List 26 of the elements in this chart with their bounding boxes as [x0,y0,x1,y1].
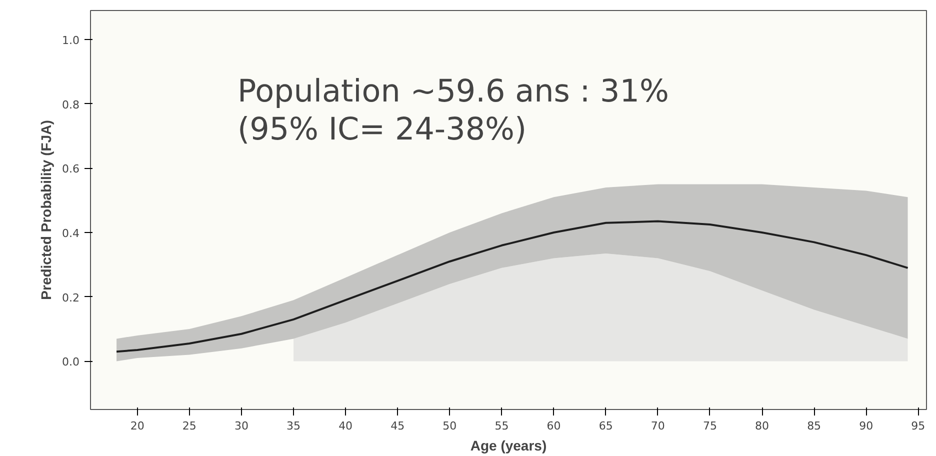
x-tick-label: 30 [234,420,248,432]
y-tick-label: 1.0 [62,34,80,47]
y-tick-label: 0.8 [62,98,80,112]
x-tick-label: 80 [755,420,770,432]
x-tick-label: 70 [650,420,665,432]
x-axis-title: Age (years) [470,438,547,454]
x-tick-label: 55 [494,420,509,432]
x-tick-label: 50 [442,420,457,432]
x-tick-label: 60 [546,420,561,432]
y-tick-label: 0.0 [62,356,80,369]
x-tick-label: 45 [390,420,405,432]
x-tick-label: 20 [130,420,144,432]
y-axis-title: Predicted Probability (FJA) [38,120,54,300]
x-tick-label: 85 [807,420,822,432]
y-tick-label: 0.6 [62,162,80,176]
x-tick-label: 65 [598,420,613,432]
x-tick-label: 95 [911,420,926,432]
x-tick-label: 35 [286,420,301,432]
x-tick-label: 75 [702,420,717,432]
x-tick-label: 40 [338,420,353,432]
y-tick-label: 0.4 [62,227,80,240]
x-tick-label: 25 [182,420,196,432]
y-tick-label: 0.2 [62,291,80,304]
annotation: Population ~59.6 ans : 31% (95% IC= 24-38%) [238,74,669,148]
x-tick-label: 90 [859,420,874,432]
line-series [116,220,909,353]
